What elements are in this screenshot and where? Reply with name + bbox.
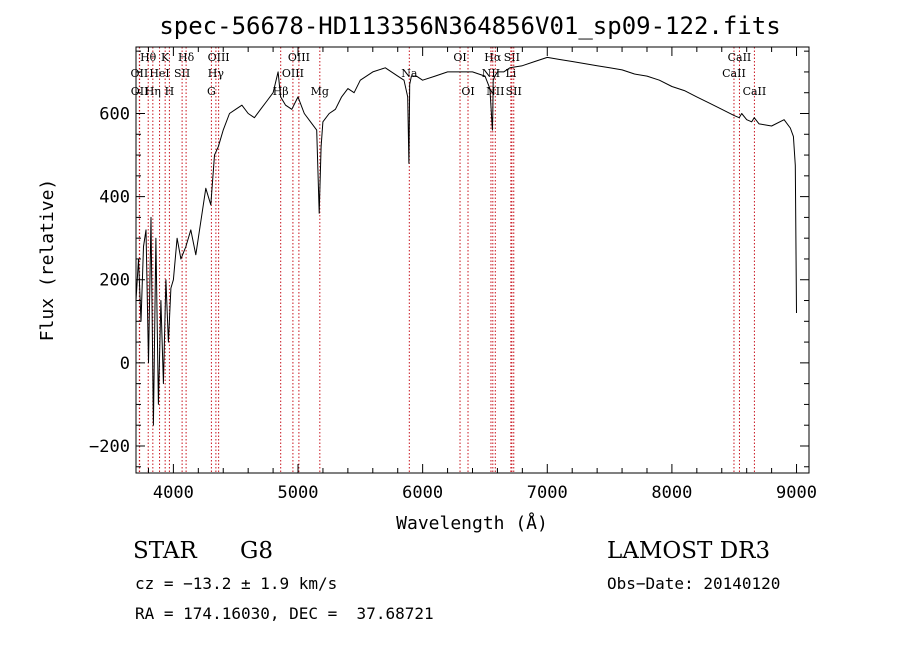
marker-label-16: Na [401,67,418,80]
observation-date: Obs−Date: 20140120 [607,574,781,593]
marker-label-27: CaII [743,85,767,98]
spectrum-chart: spec-56678-HD113356N364856V01_sp09-122.f… [37,12,817,534]
marker-label-11: G [207,85,216,98]
marker-label-5: Hη [145,85,161,98]
marker-label-15: Mg [311,85,329,98]
redshift-text: cz = −13.2 ± 1.9 km/s [135,574,338,593]
marker-label-26: CaII [722,67,746,80]
marker-label-22: SII [504,51,520,64]
marker-label-23: Li [505,67,516,80]
marker-label-12: OIII [288,51,310,64]
x-axis-label: Wavelength (Å) [396,512,548,534]
marker-label-24: SII [506,85,522,98]
marker-label-2: OII [131,85,149,98]
marker-label-4: HeI [149,67,169,80]
spectrum-series-line-0 [135,56,797,426]
marker-label-1: OII [131,67,149,80]
marker-label-17: OI [453,51,466,64]
y-tick-label: 400 [99,188,130,208]
emission-line-markers: Hθ OII OII K HeI Hη Hδ SII H OIII Hγ G OIII OIII Hβ Mg N… [131,47,767,473]
x-tick-label: 5000 [278,483,319,503]
y-tick-label: 200 [99,271,130,291]
marker-label-20: NII [482,67,500,80]
x-tick-label: 7000 [527,483,568,503]
marker-label-14: Hβ [273,85,289,98]
object-class: STAR [133,538,197,564]
marker-label-0: Hθ [140,51,157,64]
x-tick-label: 9000 [776,483,817,503]
survey-name: LAMOST DR3 [607,538,771,564]
chart-title: spec-56678-HD113356N364856V01_sp09-122.f… [159,12,780,40]
plot-frame [135,46,810,474]
y-axis: −200 0 200 400 600 [89,50,809,468]
marker-label-6: Hδ [178,51,195,64]
marker-label-8: H [165,85,175,98]
marker-label-25: CaII [728,51,752,64]
marker-label-13: OIII [282,67,304,80]
x-tick-label: 8000 [651,483,692,503]
spectrum-line-group [135,56,797,426]
marker-label-19: Hα [484,51,502,64]
y-tick-label: 600 [99,104,130,124]
y-axis-label: Flux (relative) [37,179,58,342]
marker-label-18: OI [461,85,474,98]
y-tick-label: 0 [120,354,130,374]
y-tick-label: −200 [89,437,130,457]
x-tick-label: 4000 [153,483,194,503]
marker-label-3: K [161,51,170,64]
spectral-subclass: G8 [240,538,274,564]
coordinates-text: RA = 174.16030, DEC = 37.68721 [135,604,434,623]
x-axis: 4000 5000 6000 7000 8000 9000 [147,47,817,503]
marker-label-10: Hγ [208,67,225,80]
marker-label-7: SII [174,67,190,80]
marker-label-9: OIII [208,51,230,64]
x-tick-label: 6000 [402,483,443,503]
